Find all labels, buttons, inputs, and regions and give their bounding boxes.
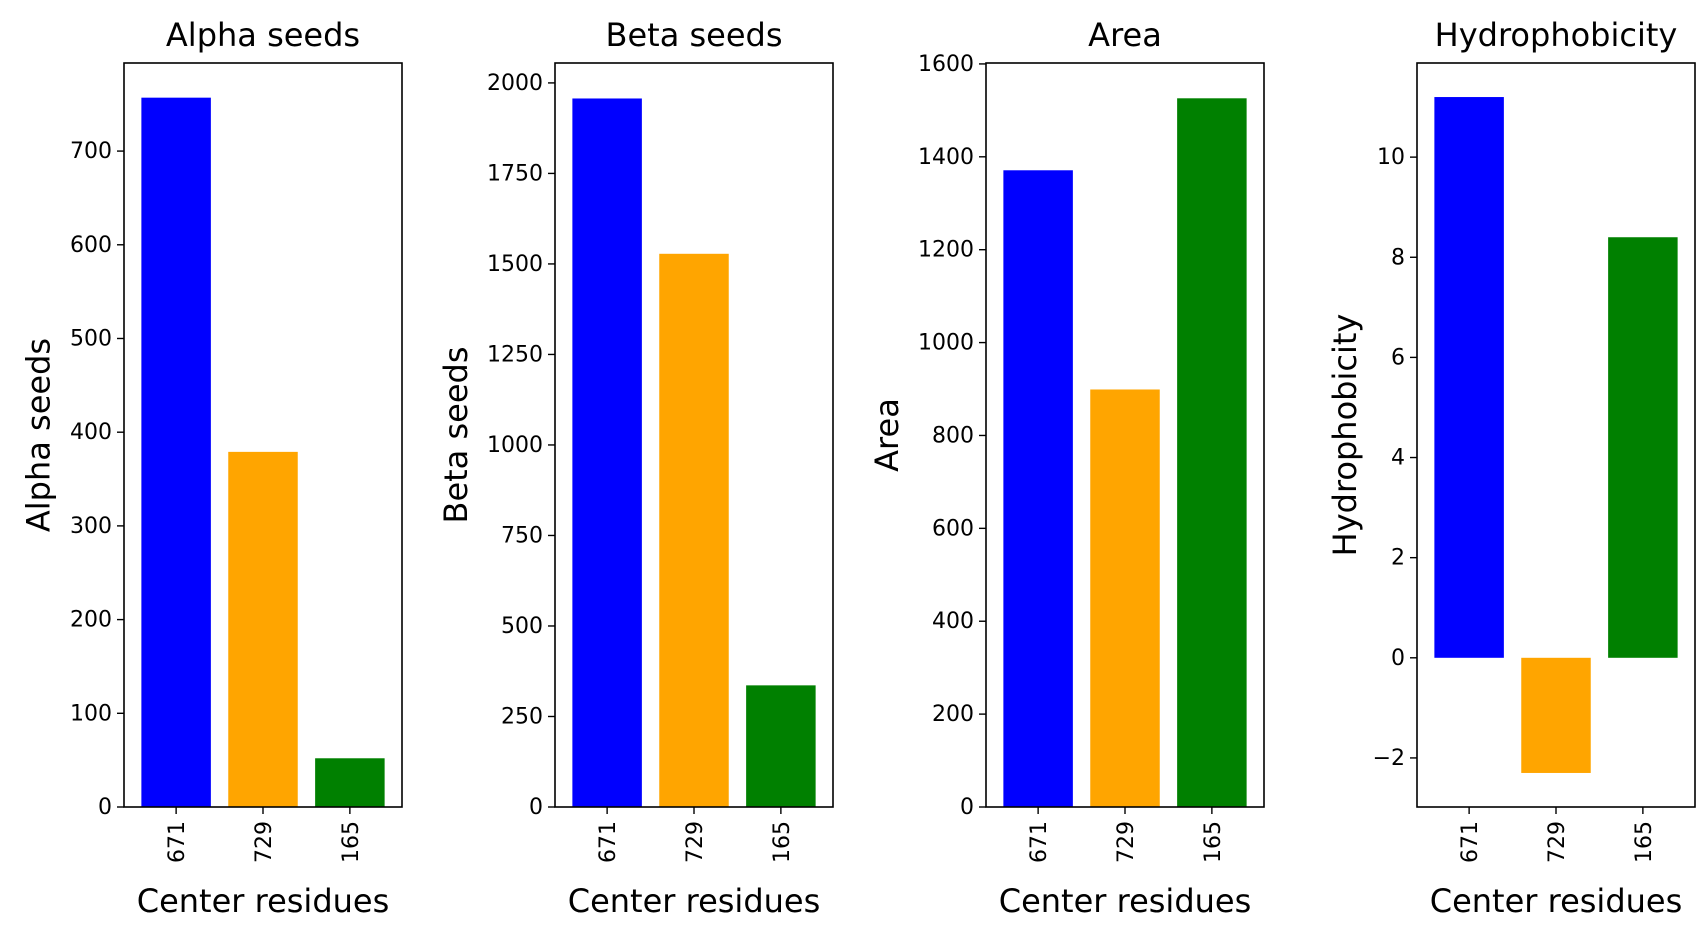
x-axis-label: Center residues [137, 882, 390, 920]
beta-seeds-panel: 0 250 500 750 1000 1250 1500 1750 2000 671 729 165 B… [437, 16, 834, 920]
chart-title: Hydrophobicity [1435, 16, 1678, 54]
y-tick-label: 1200 [918, 238, 974, 263]
bar-671 [1434, 97, 1504, 658]
y-tick-label: 1000 [487, 433, 543, 458]
y-axis-label: Hydrophobicity [1326, 314, 1364, 557]
x-tick-label: 671 [1027, 821, 1052, 863]
bar-671 [141, 97, 211, 807]
y-tick-label: 8 [1391, 245, 1405, 270]
bar-165 [315, 758, 385, 807]
y-tick-label: 0 [529, 795, 543, 820]
y-axis-label: Area [868, 398, 906, 472]
y-tick-label: 0 [960, 795, 974, 820]
y-tick-label: 1000 [918, 331, 974, 356]
x-tick-label: 165 [1201, 821, 1226, 863]
y-tick-label: 0 [1391, 646, 1405, 671]
bar-729 [228, 451, 298, 807]
y-tick-label: 400 [932, 609, 974, 634]
x-tick-label: 165 [1632, 821, 1657, 863]
y-tick-label: 300 [70, 514, 112, 539]
y-axis-label: Beta seeds [437, 347, 475, 524]
x-tick-label: 671 [1458, 821, 1483, 863]
y-tick-label: 800 [932, 423, 974, 448]
y-tick-label: 2 [1391, 546, 1405, 571]
y-tick-label: 0 [98, 795, 112, 820]
y-tick-label: 6 [1391, 345, 1405, 370]
y-tick-label: 200 [932, 702, 974, 727]
y-axis-label: Alpha seeds [20, 338, 58, 532]
x-tick-label: 671 [165, 821, 190, 863]
y-tick-label: 1600 [918, 52, 974, 77]
chart-title: Beta seeds [606, 16, 783, 54]
y-tick-label: 1250 [487, 342, 543, 367]
x-tick-label: 729 [683, 821, 708, 863]
y-tick-label: 500 [501, 614, 543, 639]
y-tick-label: 100 [70, 701, 112, 726]
x-axis-label: Center residues [568, 882, 821, 920]
y-tick-label: 750 [501, 523, 543, 548]
y-tick-label: 250 [501, 704, 543, 729]
y-tick-label: 200 [70, 608, 112, 633]
area-panel: 0 200 400 600 800 1000 1200 1400 1600 671 729 165 Ar… [868, 16, 1265, 920]
y-tick-label: 4 [1391, 446, 1405, 471]
y-tick-label: 500 [70, 326, 112, 351]
hydrophobicity-panel: −2 0 2 4 6 8 10 671 729 165 Hydrophobicity Center r… [1326, 16, 1696, 920]
bar-729 [1521, 657, 1591, 773]
bar-165 [746, 685, 816, 807]
x-tick-label: 165 [339, 821, 364, 863]
bar-671 [572, 98, 642, 808]
y-tick-label: 2000 [487, 71, 543, 96]
x-tick-label: 729 [1114, 821, 1139, 863]
y-tick-label: 700 [70, 139, 112, 164]
x-tick-label: 165 [770, 821, 795, 863]
x-tick-label: 671 [596, 821, 621, 863]
bar-671 [1003, 170, 1073, 808]
chart-title: Area [1088, 16, 1162, 54]
bar-729 [659, 253, 729, 808]
y-tick-label: 1750 [487, 161, 543, 186]
y-tick-label: 1500 [487, 252, 543, 277]
y-tick-label: 1400 [918, 145, 974, 170]
y-tick-label: 400 [70, 420, 112, 445]
x-axis-label: Center residues [999, 882, 1252, 920]
alpha-seeds-panel: 0 100 200 300 400 500 600 700 671 729 165 Alpha see… [20, 16, 403, 920]
bar-729 [1090, 389, 1160, 807]
x-axis-label: Center residues [1430, 882, 1683, 920]
bar-165 [1177, 98, 1247, 807]
y-tick-label: 10 [1377, 145, 1405, 170]
bar-165 [1608, 237, 1678, 658]
y-tick-label: 600 [932, 516, 974, 541]
x-tick-label: 729 [252, 821, 277, 863]
y-tick-label: 600 [70, 233, 112, 258]
y-tick-label: −2 [1373, 746, 1405, 771]
x-tick-label: 729 [1545, 821, 1570, 863]
chart-title: Alpha seeds [166, 16, 360, 54]
